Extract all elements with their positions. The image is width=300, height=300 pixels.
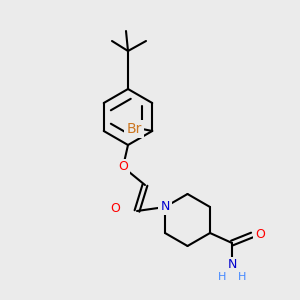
Text: O: O [118, 160, 128, 173]
Text: N: N [227, 259, 237, 272]
Text: Br: Br [127, 122, 142, 136]
Text: H: H [238, 272, 246, 282]
Text: N: N [160, 200, 170, 214]
Text: N: N [160, 200, 170, 214]
Text: H: H [218, 272, 226, 282]
Text: O: O [255, 229, 265, 242]
Text: O: O [110, 202, 120, 215]
